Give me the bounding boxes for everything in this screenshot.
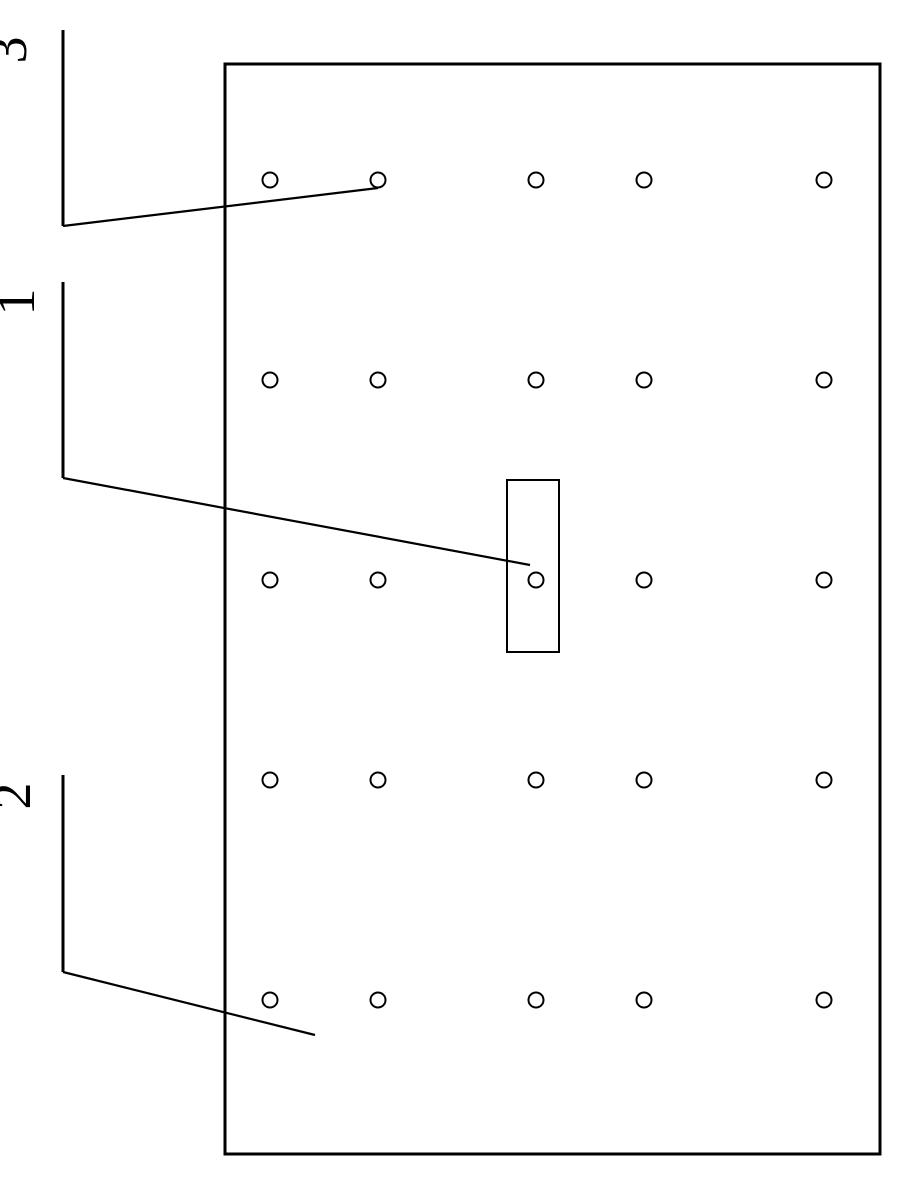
hole-icon <box>637 573 652 588</box>
hole-icon <box>817 373 832 388</box>
hole-icon <box>817 993 832 1008</box>
inner-slot <box>507 480 559 652</box>
hole-icon <box>371 173 386 188</box>
hole-icon <box>817 173 832 188</box>
hole-icon <box>263 173 278 188</box>
hole-icon <box>371 773 386 788</box>
hole-icon <box>263 373 278 388</box>
callout-label-3: 3 <box>0 37 38 64</box>
callout-label-2: 2 <box>0 783 42 810</box>
callout-leader <box>63 188 378 226</box>
hole-icon <box>371 573 386 588</box>
technical-diagram: 3 1 2 <box>0 0 910 1182</box>
hole-icon <box>263 993 278 1008</box>
hole-icon <box>637 773 652 788</box>
hole-icon <box>371 993 386 1008</box>
hole-icon <box>637 993 652 1008</box>
hole-icon <box>637 173 652 188</box>
hole-icon <box>817 773 832 788</box>
hole-icon <box>529 173 544 188</box>
panel-frame <box>225 64 880 1154</box>
hole-icon <box>263 773 278 788</box>
callout-leader <box>63 478 530 565</box>
hole-icon <box>529 573 544 588</box>
callout-label-1: 1 <box>0 289 46 316</box>
hole-icon <box>371 373 386 388</box>
hole-icon <box>529 773 544 788</box>
hole-icon <box>263 573 278 588</box>
hole-icon <box>637 373 652 388</box>
hole-icon <box>529 373 544 388</box>
hole-icon <box>529 993 544 1008</box>
hole-icon <box>817 573 832 588</box>
